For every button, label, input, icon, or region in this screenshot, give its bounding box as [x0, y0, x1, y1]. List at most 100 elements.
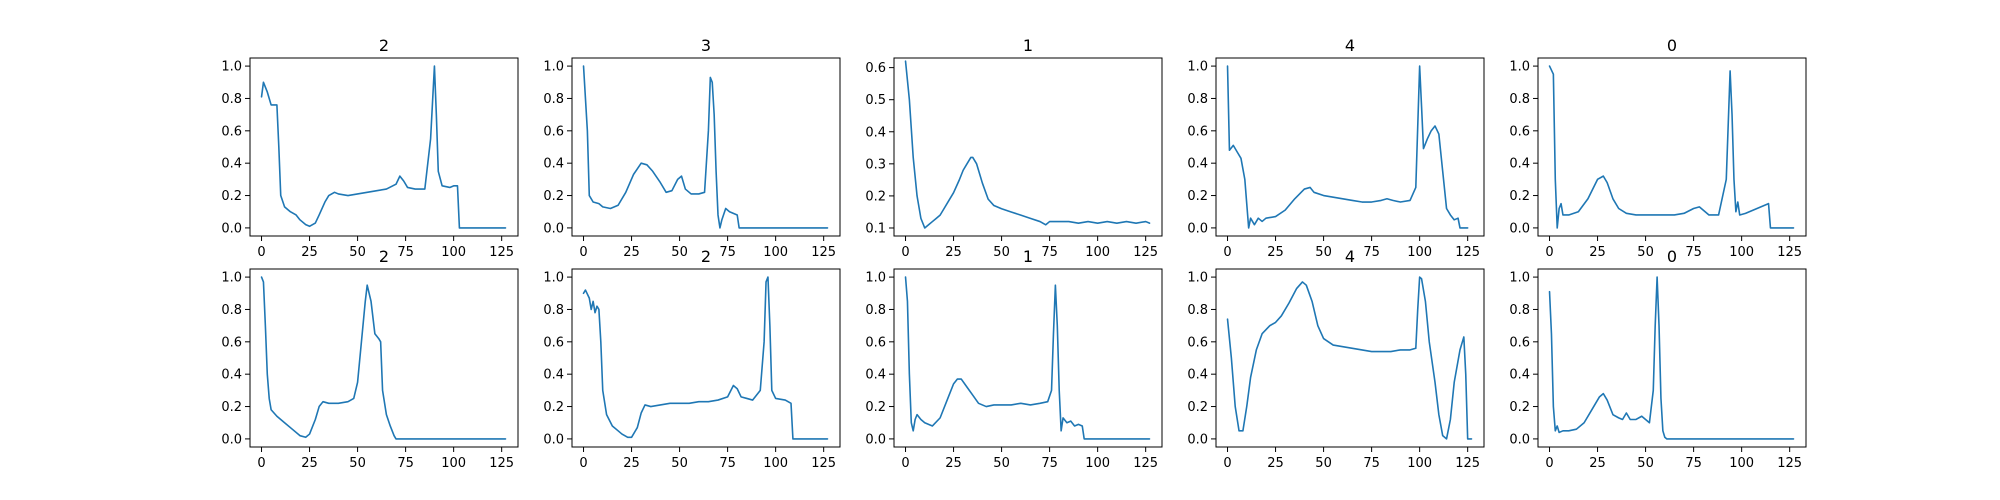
- y-tick-label: 0.2: [1509, 189, 1530, 204]
- subplot-9: 4 0 25 50 75 100 125 0.0 0.2 0.4 0.6 0.8 1.0: [1187, 247, 1485, 471]
- x-tick-label: 100: [1085, 245, 1110, 260]
- subplot-title: 4: [1345, 36, 1355, 55]
- x-tick-label: 100: [441, 245, 466, 260]
- y-tick-label: 0.4: [221, 368, 242, 383]
- series-line: [260, 276, 507, 440]
- x-tick-label: 100: [763, 456, 788, 471]
- x-tick-label: 100: [1729, 245, 1754, 260]
- x-tick-label: 100: [1085, 456, 1110, 471]
- series-line: [1226, 65, 1469, 229]
- x-tick-label: 50: [1637, 245, 1654, 260]
- x-tick-label: 50: [671, 245, 688, 260]
- x-tick-label: 25: [623, 456, 640, 471]
- y-tick-label: 0.4: [1187, 368, 1208, 383]
- subplot-3: 1 0 25 50 75 100 125 0.1 0.2 0.3 0.4 0.5 0.6: [865, 36, 1163, 260]
- x-tick-label: 0: [901, 456, 909, 471]
- x-tick-label: 25: [623, 245, 640, 260]
- subplot-1: 2 0 25 50 75 100 125 0.0 0.2 0.4 0.6 0.8 1.0: [221, 36, 519, 260]
- y-tick-label: 0.6: [1509, 124, 1530, 139]
- x-tick-label: 0: [1545, 456, 1553, 471]
- subplot-title: 3: [701, 36, 711, 55]
- axes-frame: [1215, 268, 1485, 448]
- x-tick-label: 0: [1545, 245, 1553, 260]
- y-tick-label: 0.8: [1509, 303, 1530, 318]
- series-line: [1548, 276, 1795, 440]
- y-tick-label: 0.2: [543, 400, 564, 415]
- subplot-4: 4 0 25 50 75 100 125 0.0 0.2 0.4 0.6 0.8 1.0: [1187, 36, 1485, 260]
- axes-frame: [249, 57, 519, 237]
- x-tick-label: 125: [1777, 456, 1802, 471]
- x-tick-label: 0: [257, 245, 265, 260]
- y-tick-label: 0.2: [1187, 189, 1208, 204]
- series-line: [904, 276, 1151, 440]
- y-tick-label: 0.2: [221, 189, 242, 204]
- subplot-5: 0 0 25 50 75 100 125 0.0 0.2 0.4 0.6 0.8 1.0: [1509, 36, 1807, 260]
- y-tick-label: 1.0: [1187, 60, 1208, 75]
- x-tick-label: 25: [301, 245, 318, 260]
- x-tick-label: 125: [1455, 456, 1480, 471]
- y-tick-label: 0.8: [1187, 92, 1208, 107]
- y-tick-label: 0.8: [865, 303, 886, 318]
- subplot-title: 4: [1345, 247, 1355, 266]
- y-tick-label: 0.2: [865, 400, 886, 415]
- x-tick-label: 75: [719, 456, 736, 471]
- x-tick-label: 25: [1589, 456, 1606, 471]
- y-tick-label: 0.4: [543, 157, 564, 172]
- x-tick-label: 100: [763, 245, 788, 260]
- y-tick-label: 0.2: [1509, 400, 1530, 415]
- subplot-8: 1 0 25 50 75 100 125 0.0 0.2 0.4 0.6 0.8 1.0: [865, 247, 1163, 471]
- y-tick-label: 0.0: [221, 432, 242, 447]
- y-tick-label: 0.8: [543, 303, 564, 318]
- x-tick-label: 25: [1267, 456, 1284, 471]
- x-tick-label: 75: [1041, 456, 1058, 471]
- x-tick-label: 0: [901, 245, 909, 260]
- y-tick-label: 0.2: [543, 189, 564, 204]
- y-tick-label: 1.0: [1509, 271, 1530, 286]
- y-tick-label: 0.0: [543, 432, 564, 447]
- y-tick-label: 0.0: [1187, 432, 1208, 447]
- x-tick-label: 125: [489, 245, 514, 260]
- subplot-7: 2 0 25 50 75 100 125 0.0 0.2 0.4 0.6 0.8 1.0: [543, 247, 841, 471]
- y-tick-label: 1.0: [221, 271, 242, 286]
- x-tick-label: 0: [579, 456, 587, 471]
- y-tick-label: 0.3: [865, 157, 886, 172]
- y-tick-label: 0.6: [865, 335, 886, 350]
- x-tick-label: 75: [1685, 245, 1702, 260]
- y-tick-label: 0.8: [221, 92, 242, 107]
- x-tick-label: 75: [1363, 456, 1380, 471]
- y-tick-label: 0.2: [221, 400, 242, 415]
- x-tick-label: 25: [945, 245, 962, 260]
- x-tick-label: 0: [1223, 456, 1231, 471]
- y-tick-label: 0.4: [1509, 157, 1530, 172]
- x-tick-label: 100: [1407, 245, 1432, 260]
- subplot-6: 2 0 25 50 75 100 125 0.0 0.2 0.4 0.6 0.8 1.0: [221, 247, 519, 471]
- y-tick-label: 0.0: [1509, 221, 1530, 236]
- axes-frame: [571, 268, 841, 448]
- y-tick-label: 0.6: [1509, 335, 1530, 350]
- series-line: [1226, 276, 1473, 440]
- x-tick-label: 50: [993, 245, 1010, 260]
- x-tick-label: 25: [1589, 245, 1606, 260]
- subplot-10: 0 0 25 50 75 100 125 0.0 0.2 0.4 0.6 0.8 1.0: [1509, 247, 1807, 471]
- x-tick-label: 125: [1133, 245, 1158, 260]
- x-tick-label: 125: [811, 245, 836, 260]
- subplot-title: 0: [1667, 36, 1677, 55]
- y-tick-label: 0.1: [865, 221, 886, 236]
- y-tick-label: 0.8: [221, 303, 242, 318]
- x-tick-label: 0: [257, 456, 265, 471]
- y-tick-label: 0.0: [1187, 221, 1208, 236]
- x-tick-label: 75: [1041, 245, 1058, 260]
- y-tick-label: 1.0: [865, 271, 886, 286]
- y-tick-label: 0.4: [865, 368, 886, 383]
- x-tick-label: 125: [811, 456, 836, 471]
- y-tick-label: 1.0: [221, 60, 242, 75]
- series-line: [904, 60, 1151, 229]
- x-tick-label: 50: [993, 456, 1010, 471]
- axes-frame: [1537, 57, 1807, 237]
- x-tick-label: 50: [1637, 456, 1654, 471]
- x-tick-label: 100: [1729, 456, 1754, 471]
- subplot-title: 2: [701, 247, 711, 266]
- axes-frame: [1537, 268, 1807, 448]
- y-tick-label: 0.6: [221, 124, 242, 139]
